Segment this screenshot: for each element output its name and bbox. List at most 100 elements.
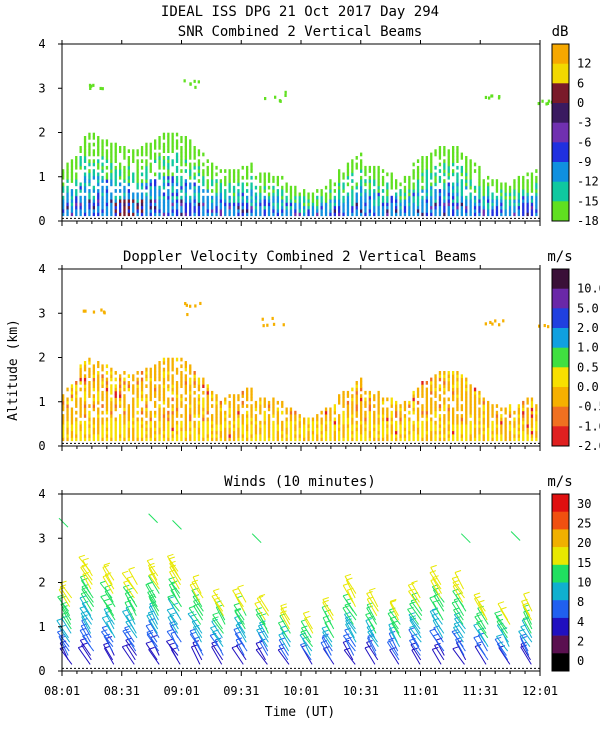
heatmap-cell (211, 209, 214, 213)
heatmap-cell (110, 384, 113, 388)
heatmap-cell (360, 430, 363, 435)
heatmap-cell (504, 420, 507, 425)
heatmap-cell (193, 371, 196, 375)
heatmap-cell (456, 420, 459, 425)
colorbar-swatch (552, 201, 569, 222)
heatmap-cell (351, 404, 354, 408)
wind-barb (453, 614, 466, 630)
heatmap-cell (66, 195, 69, 200)
heatmap-cell (219, 410, 222, 415)
heatmap-cell (193, 397, 196, 402)
colorbar-label: 8 (577, 595, 584, 609)
heatmap-cell (535, 427, 538, 432)
heatmap-cell (416, 175, 420, 180)
heatmap-cell (88, 427, 91, 432)
heatmap-cell (184, 136, 187, 140)
heatmap-cell (119, 202, 122, 207)
heatmap-cell (88, 367, 91, 372)
heatmap-cell (154, 427, 157, 432)
heatmap-cell (425, 195, 428, 200)
heatmap-cell (289, 434, 293, 438)
heatmap-cell (500, 182, 503, 187)
heatmap-cell (140, 437, 144, 442)
heatmap-cell (390, 209, 393, 213)
heatmap-cell (154, 172, 157, 177)
heatmap-cell (500, 427, 503, 432)
heatmap-cell (110, 202, 113, 207)
heatmap-cell (482, 417, 485, 422)
x-tick-label: 08:01 (44, 684, 80, 698)
heatmap-cell (92, 434, 95, 438)
heatmap-cell (469, 397, 472, 402)
heatmap-cell (346, 165, 350, 170)
wind-barb-flag (128, 566, 135, 570)
wind-barb (59, 642, 69, 661)
wind-barb (80, 567, 93, 585)
heatmap-cell (522, 192, 525, 197)
heatmap-cell (88, 212, 91, 217)
heatmap-cell (364, 195, 367, 200)
heatmap-cell (355, 199, 358, 203)
heatmap-cell (254, 205, 258, 210)
heatmap-cell (246, 427, 249, 432)
heatmap-cell (75, 212, 78, 217)
heatmap-cell (79, 404, 82, 408)
heatmap-cell (250, 212, 253, 217)
heatmap-cell (184, 420, 187, 425)
heatmap-cell (487, 410, 490, 415)
heatmap-cell (127, 172, 130, 177)
heatmap-cell (97, 414, 100, 418)
wind-barb (255, 649, 268, 665)
heatmap-cell (438, 427, 442, 432)
heatmap-cell (197, 179, 201, 183)
heatmap-cell (149, 371, 152, 375)
heatmap-cell (136, 212, 139, 217)
heatmap-cell (237, 424, 240, 428)
heatmap-cell (342, 430, 345, 435)
heatmap-cell (452, 377, 455, 382)
heatmap-cell (469, 212, 472, 217)
heatmap-cell (184, 427, 187, 432)
heatmap-cell (88, 417, 91, 422)
heatmap-cell (241, 165, 244, 170)
heatmap-cell (97, 424, 100, 428)
heatmap-cell (346, 430, 350, 435)
heatmap-cell (530, 397, 534, 402)
heatmap-cell (386, 397, 389, 402)
wind-barb (342, 607, 354, 625)
heatmap-cell (254, 185, 258, 190)
wind-barb-flag (168, 576, 175, 580)
heatmap-cell (140, 384, 144, 388)
heatmap-cell (517, 420, 520, 425)
heatmap-cell (456, 381, 459, 385)
heatmap-cell (75, 209, 78, 213)
heatmap-cell (342, 404, 345, 408)
heatmap-cell (224, 397, 227, 402)
heatmap-cell (101, 195, 104, 200)
heatmap-cell (224, 420, 227, 425)
heatmap-cell (351, 185, 354, 190)
heatmap-cell (276, 424, 279, 428)
heatmap-cell (154, 364, 157, 369)
heatmap-cell (460, 377, 463, 382)
heatmap-cell (206, 424, 209, 428)
heatmap-cell (140, 397, 144, 402)
heatmap-cell (452, 410, 455, 415)
heatmap-cell (329, 424, 332, 428)
wind-barb (168, 644, 179, 661)
heatmap-cell (101, 165, 104, 170)
heatmap-cell (189, 146, 192, 150)
heatmap-cell (473, 202, 477, 207)
heatmap-cell (97, 394, 100, 398)
heatmap-cell (167, 364, 170, 369)
heatmap-cell (215, 189, 218, 193)
heatmap-cell (377, 404, 380, 408)
wind-barb (169, 566, 181, 585)
heatmap-cell (465, 202, 468, 207)
heatmap-cell (145, 159, 148, 163)
heatmap-cell (197, 424, 201, 428)
heatmap-cell (83, 152, 87, 157)
heatmap-cell (136, 172, 139, 177)
colorbar-swatch (552, 406, 569, 427)
heatmap-cell (224, 199, 227, 203)
